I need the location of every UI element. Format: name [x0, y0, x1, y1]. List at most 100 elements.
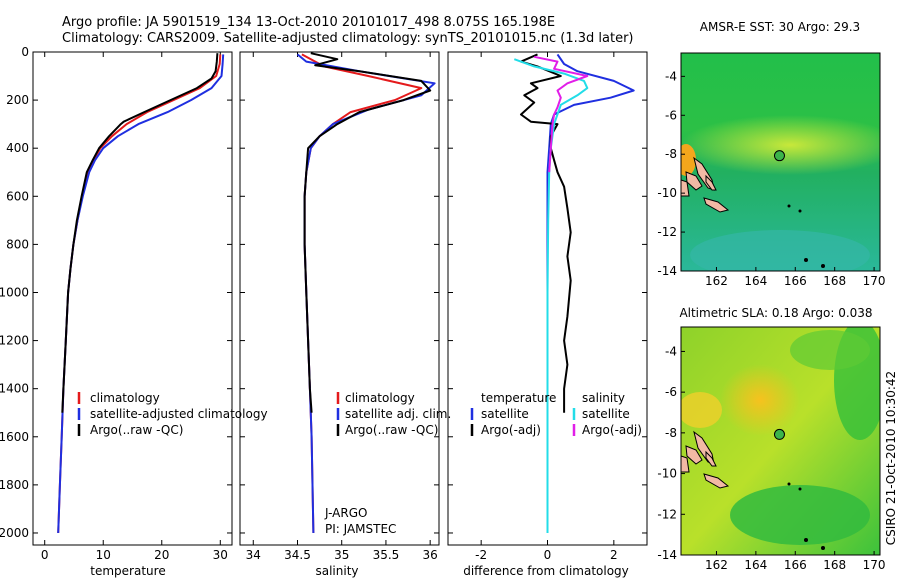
legend-satellite-label: satellite adj. clim. [345, 407, 451, 421]
sla-low-anomaly-north [790, 330, 870, 370]
legend-temp-satellite-label: satellite [481, 407, 529, 421]
salinity-panel: 34 34.5 35 35.5 36 [240, 51, 439, 562]
series-line-salinity-argo-adj- [533, 55, 589, 173]
map-y-tick-label: -12 [657, 507, 677, 521]
sla-high-anomaly-west [681, 392, 722, 428]
y-tick-label: 800 [6, 237, 29, 251]
map-y-tick-label: -8 [665, 147, 677, 161]
map-x-tick-label: 168 [823, 274, 846, 288]
series-line-temperature-satellite [546, 53, 635, 533]
map-x-tick-label: 170 [863, 558, 886, 572]
islet [787, 204, 791, 208]
y-tick-label: 1200 [0, 334, 29, 348]
sla-high-anomaly [720, 364, 800, 436]
x-tick-label: 0 [41, 548, 49, 562]
salinity-legend: climatology satellite adj. clim. Argo(..… [336, 391, 451, 437]
map-y-tick-label: -10 [657, 186, 677, 200]
sst-map [681, 53, 880, 271]
series-line-satellite-adjusted-climatology [57, 54, 225, 534]
map-x-tick-label: 168 [823, 558, 846, 572]
map-x-tick-label: 166 [784, 274, 807, 288]
y-tick-label: 1400 [0, 382, 29, 396]
map-x-tick-label: 164 [744, 274, 767, 288]
temperature-axis-label: temperature [90, 564, 165, 578]
x-tick-label: 34.5 [284, 548, 311, 562]
series-line-salinity-satellite [513, 58, 589, 533]
legend-climatology-label: climatology [345, 391, 415, 405]
map-y-tick-label: -10 [657, 467, 677, 481]
float-position-marker [773, 150, 785, 162]
x-tick-label: 30 [213, 548, 228, 562]
sla-map-title: Altimetric SLA: 0.18 Argo: 0.038 [679, 306, 872, 320]
map-x-tick-label: 164 [744, 558, 767, 572]
x-tick-label: 35 [334, 548, 349, 562]
island [681, 179, 690, 197]
island [705, 174, 717, 191]
sst-hot-spot [681, 144, 696, 176]
legend-argo-label: Argo(..raw -QC) [90, 423, 183, 437]
difference-axis-label: difference from climatology [463, 564, 629, 578]
temperature-legend: climatology satellite-adjusted climatolo… [77, 391, 268, 437]
y-tick-label: 1800 [0, 478, 29, 492]
x-tick-label: 34 [246, 548, 261, 562]
difference-legend: temperature satellite Argo(-adj) salinit… [470, 391, 642, 437]
sla-map-axes: 162 164 166 168 170 -4 -6 -8 -10 -12 -14 [657, 344, 885, 572]
sla-map [681, 327, 880, 555]
series-line-satellite-adj-clim- [296, 53, 436, 534]
map-y-tick-label: -6 [665, 108, 677, 122]
islet [821, 546, 825, 550]
y-tick-label: 2000 [0, 526, 29, 540]
y-tick-label: 200 [6, 93, 29, 107]
map-y-tick-label: -12 [657, 225, 677, 239]
y-tick-label: 1000 [0, 285, 29, 299]
island [703, 473, 730, 489]
figure-title-line2: Climatology: CARS2009. Satellite-adjuste… [62, 31, 634, 46]
map-x-tick-label: 162 [705, 558, 728, 572]
legend-sal-argo-label: Argo(-adj) [582, 423, 642, 437]
x-tick-label: 20 [154, 548, 169, 562]
map-y-tick-label: -6 [665, 385, 677, 399]
series-line-argo-raw-qc- [61, 53, 219, 413]
x-tick-label: -2 [475, 548, 487, 562]
legend-satellite-label: satellite-adjusted climatology [90, 407, 268, 421]
sla-map-frame [680, 326, 881, 556]
map-y-tick-label: -4 [665, 344, 677, 358]
map-y-tick-label: -4 [665, 69, 677, 83]
legend-temperature-heading: temperature [481, 391, 556, 405]
profile-plots: 0 10 20 30020040060080010001200140016001800… [0, 45, 647, 562]
y-tick-label: 0 [21, 45, 29, 59]
map-y-tick-label: -14 [657, 548, 677, 562]
island [705, 450, 717, 467]
sla-low-anomaly-south [730, 485, 870, 545]
island [703, 197, 730, 213]
island [685, 445, 703, 465]
x-tick-label: 36 [423, 548, 438, 562]
temperature-panel-frame [32, 51, 233, 546]
y-tick-label: 1600 [0, 430, 29, 444]
legend-climatology-label: climatology [90, 391, 160, 405]
islet [798, 487, 802, 491]
islet [821, 264, 825, 268]
x-tick-label: 2 [610, 548, 618, 562]
x-tick-label: 35.5 [373, 548, 400, 562]
legend-sal-satellite-label: satellite [582, 407, 630, 421]
map-x-tick-label: 162 [705, 274, 728, 288]
sst-map-axes: 162 164 166 168 170 -4 -6 -8 -10 -12 -14 [657, 69, 885, 288]
difference-panel: -2 0 2 [448, 51, 647, 562]
jargo-annotation: J-ARGO [324, 506, 367, 520]
sst-cool-area [690, 230, 870, 271]
series-line-climatology [301, 53, 423, 534]
y-tick-label: 600 [6, 189, 29, 203]
legend-argo-label: Argo(..raw -QC) [345, 423, 438, 437]
map-y-tick-label: -14 [657, 264, 677, 278]
island [681, 455, 690, 473]
legend-salinity-heading: salinity [582, 391, 625, 405]
legend-temp-argo-label: Argo(-adj) [481, 423, 541, 437]
sst-map-frame [680, 52, 881, 272]
float-position-marker [773, 428, 785, 440]
series-line-argo-raw-qc- [303, 52, 432, 413]
series-line-temperature-argo-adj- [520, 53, 572, 413]
figure-title-line1: Argo profile: JA 5901519_134 13-Oct-2010… [62, 15, 555, 30]
map-y-tick-label: -8 [665, 426, 677, 440]
